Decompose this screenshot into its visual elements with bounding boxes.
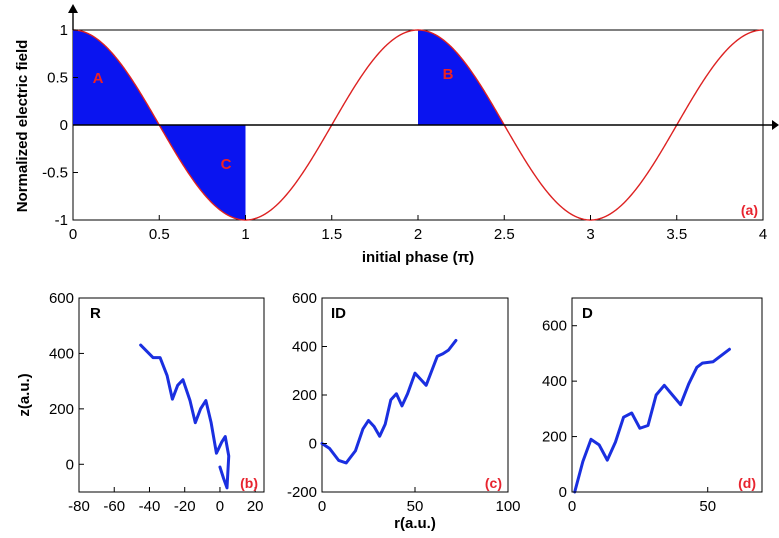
x-tick-label: 0.5 <box>149 226 170 243</box>
panel-label-d: (d) <box>738 475 756 491</box>
trajectory-curve-d <box>573 347 731 494</box>
panel-name-d: D <box>582 305 593 322</box>
x-tick-label: 2 <box>414 226 422 243</box>
y-tick-label: 0 <box>66 456 74 473</box>
y-tick-label: 0 <box>60 117 68 134</box>
y-tick-label: -200 <box>287 484 317 501</box>
y-tick-label: 0 <box>559 484 567 501</box>
region-label-B: B <box>443 66 454 83</box>
x-tick-label: 50 <box>407 498 424 515</box>
y-axis-label-a: Normalized electric field <box>14 40 31 213</box>
panel-name-b: R <box>90 305 101 322</box>
y-tick-label: 400 <box>292 339 317 356</box>
y-tick-label: 1 <box>60 22 68 39</box>
y-tick-label: 0 <box>309 436 317 453</box>
x-tick-label: 20 <box>247 498 264 515</box>
x-tick-label: 3 <box>586 226 594 243</box>
x-tick-label: -80 <box>68 498 90 515</box>
x-ticks-a: 0 0.5 1 1.5 2 2.5 3 3.5 4 <box>69 215 767 243</box>
x-ticks-c: 0 50 100 <box>318 487 521 515</box>
x-axis-label-a: initial phase (π) <box>362 249 474 266</box>
panel-label-a: (a) <box>741 202 758 218</box>
x-tick-label: 1.5 <box>321 226 342 243</box>
panel-label-b: (b) <box>240 475 258 491</box>
x-tick-label: 4 <box>759 226 767 243</box>
y-ticks-c: -200 0 200 400 600 <box>287 290 327 501</box>
x-axis-arrow <box>772 120 779 130</box>
fill-region-C <box>159 125 246 220</box>
trajectory-curve-b <box>139 343 231 490</box>
y-tick-label: 400 <box>49 345 74 362</box>
trajectory-curve-c <box>320 338 458 465</box>
panel-a: 0 0.5 1 1.5 2 2.5 3 3.5 4 -1-0.500.51 A C B (a) … <box>14 4 779 266</box>
y-ticks-d: 0 200 400 600 <box>542 318 577 501</box>
y-tick-label: -0.5 <box>42 165 68 182</box>
region-label-A: A <box>93 70 104 87</box>
cosine-curve <box>72 29 764 221</box>
plot-area-d <box>571 297 763 493</box>
y-tick-label: 600 <box>542 318 567 335</box>
panel-d: 0 50 0 200 400 600 D (d) <box>542 297 763 515</box>
panel-label-c: (c) <box>485 475 502 491</box>
fill-regions-a <box>73 30 505 220</box>
y-ticks-b: 0 200 400 600 <box>49 290 84 473</box>
y-tick-label: 200 <box>49 401 74 418</box>
panel-b: -80 -60 -40 -20 0 20 0 200 400 600 R (b) z(a.u.) <box>16 290 265 515</box>
x-axis-label-c: r(a.u.) <box>394 515 436 532</box>
y-ticks-a: -1 -0.5 0 0.5 1 <box>42 22 78 229</box>
x-tick-label: 100 <box>495 498 520 515</box>
x-tick-label: 1 <box>241 226 249 243</box>
x-tick-label: 0 <box>69 226 77 243</box>
y-tick-label: 600 <box>292 290 317 307</box>
y-axis-arrow <box>68 4 78 13</box>
x-ticks-d: 0 50 <box>568 487 716 515</box>
y-axis-label-b: z(a.u.) <box>16 373 33 416</box>
y-tick-label: -1 <box>55 212 68 229</box>
fill-region-B <box>418 30 505 125</box>
x-tick-label: 3.5 <box>666 226 687 243</box>
x-tick-label: 0 <box>216 498 224 515</box>
x-tick-label: 0 <box>568 498 576 515</box>
y-tick-label: 200 <box>542 429 567 446</box>
fill-region-A <box>73 30 160 125</box>
y-tick-label: 600 <box>49 290 74 307</box>
x-tick-label: -20 <box>174 498 196 515</box>
x-ticks-b: -80 -60 -40 -20 0 20 <box>68 487 264 515</box>
panel-name-c: ID <box>331 305 346 322</box>
region-label-C: C <box>221 156 232 173</box>
y-tick-label: 200 <box>292 387 317 404</box>
y-tick-label: 0.5 <box>47 70 68 87</box>
x-tick-label: 2.5 <box>494 226 515 243</box>
x-tick-label: 50 <box>699 498 716 515</box>
y-tick-label: 400 <box>542 373 567 390</box>
x-tick-label: -60 <box>103 498 125 515</box>
plot-area-c <box>321 297 509 493</box>
x-tick-label: 0 <box>318 498 326 515</box>
x-tick-label: -40 <box>139 498 161 515</box>
